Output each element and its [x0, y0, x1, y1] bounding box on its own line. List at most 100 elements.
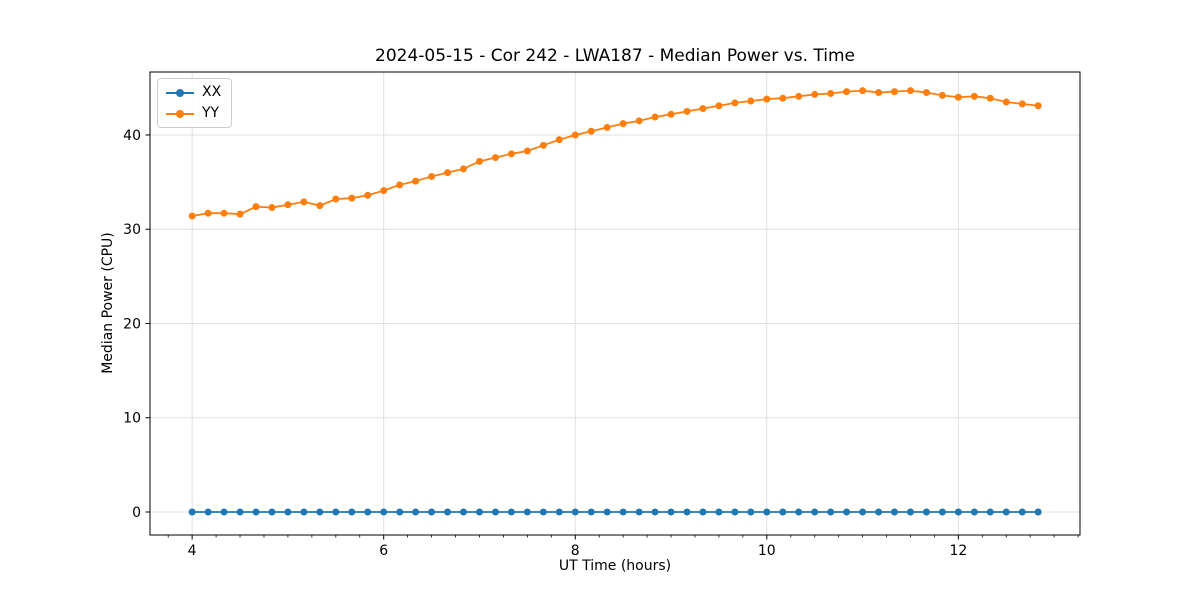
data-point-yy — [380, 187, 388, 195]
data-point-xx — [938, 508, 946, 516]
data-point-yy — [731, 99, 739, 107]
data-point-yy — [1002, 98, 1010, 106]
data-point-yy — [555, 136, 563, 144]
data-point-xx — [763, 508, 771, 516]
data-point-yy — [188, 212, 196, 220]
data-point-xx — [252, 508, 260, 516]
data-point-xx — [1002, 508, 1010, 516]
x-tick-label: 6 — [379, 543, 388, 559]
data-point-xx — [220, 508, 228, 516]
data-point-yy — [523, 147, 531, 155]
legend-label: YY — [202, 105, 220, 121]
data-point-yy — [683, 107, 691, 115]
data-point-xx — [954, 508, 962, 516]
data-point-yy — [970, 92, 978, 100]
data-point-yy — [747, 97, 755, 105]
data-point-yy — [651, 113, 659, 121]
data-point-xx — [843, 508, 851, 516]
data-point-xx — [268, 508, 276, 516]
data-point-yy — [396, 181, 404, 189]
data-point-yy — [859, 87, 867, 95]
data-point-yy — [300, 198, 308, 206]
data-point-yy — [1018, 100, 1026, 108]
data-point-yy — [507, 150, 515, 158]
data-point-xx — [779, 508, 787, 516]
data-point-yy — [571, 131, 579, 139]
data-point-yy — [619, 120, 627, 128]
data-point-xx — [348, 508, 356, 516]
y-tick-label: 10 — [123, 411, 141, 427]
data-point-yy — [332, 195, 340, 203]
data-point-xx — [380, 508, 388, 516]
data-point-yy — [922, 89, 930, 97]
data-point-xx — [875, 508, 883, 516]
data-point-xx — [444, 508, 452, 516]
data-point-yy — [539, 141, 547, 149]
data-point-xx — [715, 508, 723, 516]
y-tick-label: 40 — [123, 128, 141, 144]
data-point-yy — [284, 201, 292, 209]
data-point-yy — [491, 154, 499, 162]
x-axis-label: UT Time (hours) — [558, 558, 672, 574]
data-point-xx — [571, 508, 579, 516]
data-point-yy — [459, 165, 467, 173]
y-tick-label: 30 — [123, 222, 141, 238]
data-point-yy — [811, 90, 819, 98]
y-tick-label: 20 — [123, 316, 141, 332]
x-tick-label: 8 — [571, 543, 580, 559]
data-point-yy — [252, 203, 260, 211]
data-point-xx — [667, 508, 675, 516]
data-point-yy — [603, 123, 611, 131]
data-point-yy — [954, 93, 962, 101]
data-point-xx — [236, 508, 244, 516]
data-point-xx — [890, 508, 898, 516]
data-point-yy — [268, 204, 276, 212]
x-tick-label: 4 — [188, 543, 197, 559]
data-point-yy — [779, 94, 787, 102]
series-line-yy — [191, 89, 1039, 217]
data-point-xx — [906, 508, 914, 516]
data-point-xx — [412, 508, 420, 516]
data-point-yy — [986, 94, 994, 102]
data-point-yy — [220, 209, 228, 217]
data-point-xx — [428, 508, 436, 516]
data-point-xx — [204, 508, 212, 516]
legend-line-marker-icon — [166, 88, 194, 97]
data-point-yy — [715, 102, 723, 110]
data-point-yy — [763, 95, 771, 103]
data-point-xx — [731, 508, 739, 516]
data-point-xx — [300, 508, 308, 516]
data-point-yy — [1034, 102, 1042, 110]
chart-title: 2024-05-15 - Cor 242 - LWA187 - Median P… — [375, 46, 855, 66]
legend-line-marker-icon — [166, 109, 194, 118]
data-point-xx — [635, 508, 643, 516]
data-point-yy — [667, 110, 675, 118]
data-point-yy — [635, 117, 643, 125]
data-point-yy — [699, 105, 707, 113]
data-point-yy — [587, 127, 595, 135]
legend-label: XX — [202, 84, 222, 100]
plot-border — [149, 71, 1081, 536]
x-tick-label: 12 — [949, 543, 967, 559]
legend: XX YY — [157, 78, 233, 128]
data-point-yy — [444, 169, 452, 177]
data-point-yy — [890, 88, 898, 96]
data-point-xx — [539, 508, 547, 516]
data-point-yy — [316, 202, 324, 210]
data-point-xx — [619, 508, 627, 516]
data-point-yy — [412, 177, 420, 185]
data-point-xx — [507, 508, 515, 516]
data-point-xx — [364, 508, 372, 516]
data-point-xx — [859, 508, 867, 516]
data-point-yy — [906, 87, 914, 95]
data-point-xx — [523, 508, 531, 516]
data-point-yy — [475, 157, 483, 165]
data-point-xx — [747, 508, 755, 516]
data-point-xx — [587, 508, 595, 516]
data-point-yy — [938, 91, 946, 99]
data-point-yy — [204, 209, 212, 217]
data-point-yy — [795, 92, 803, 100]
data-point-xx — [396, 508, 404, 516]
data-point-xx — [651, 508, 659, 516]
